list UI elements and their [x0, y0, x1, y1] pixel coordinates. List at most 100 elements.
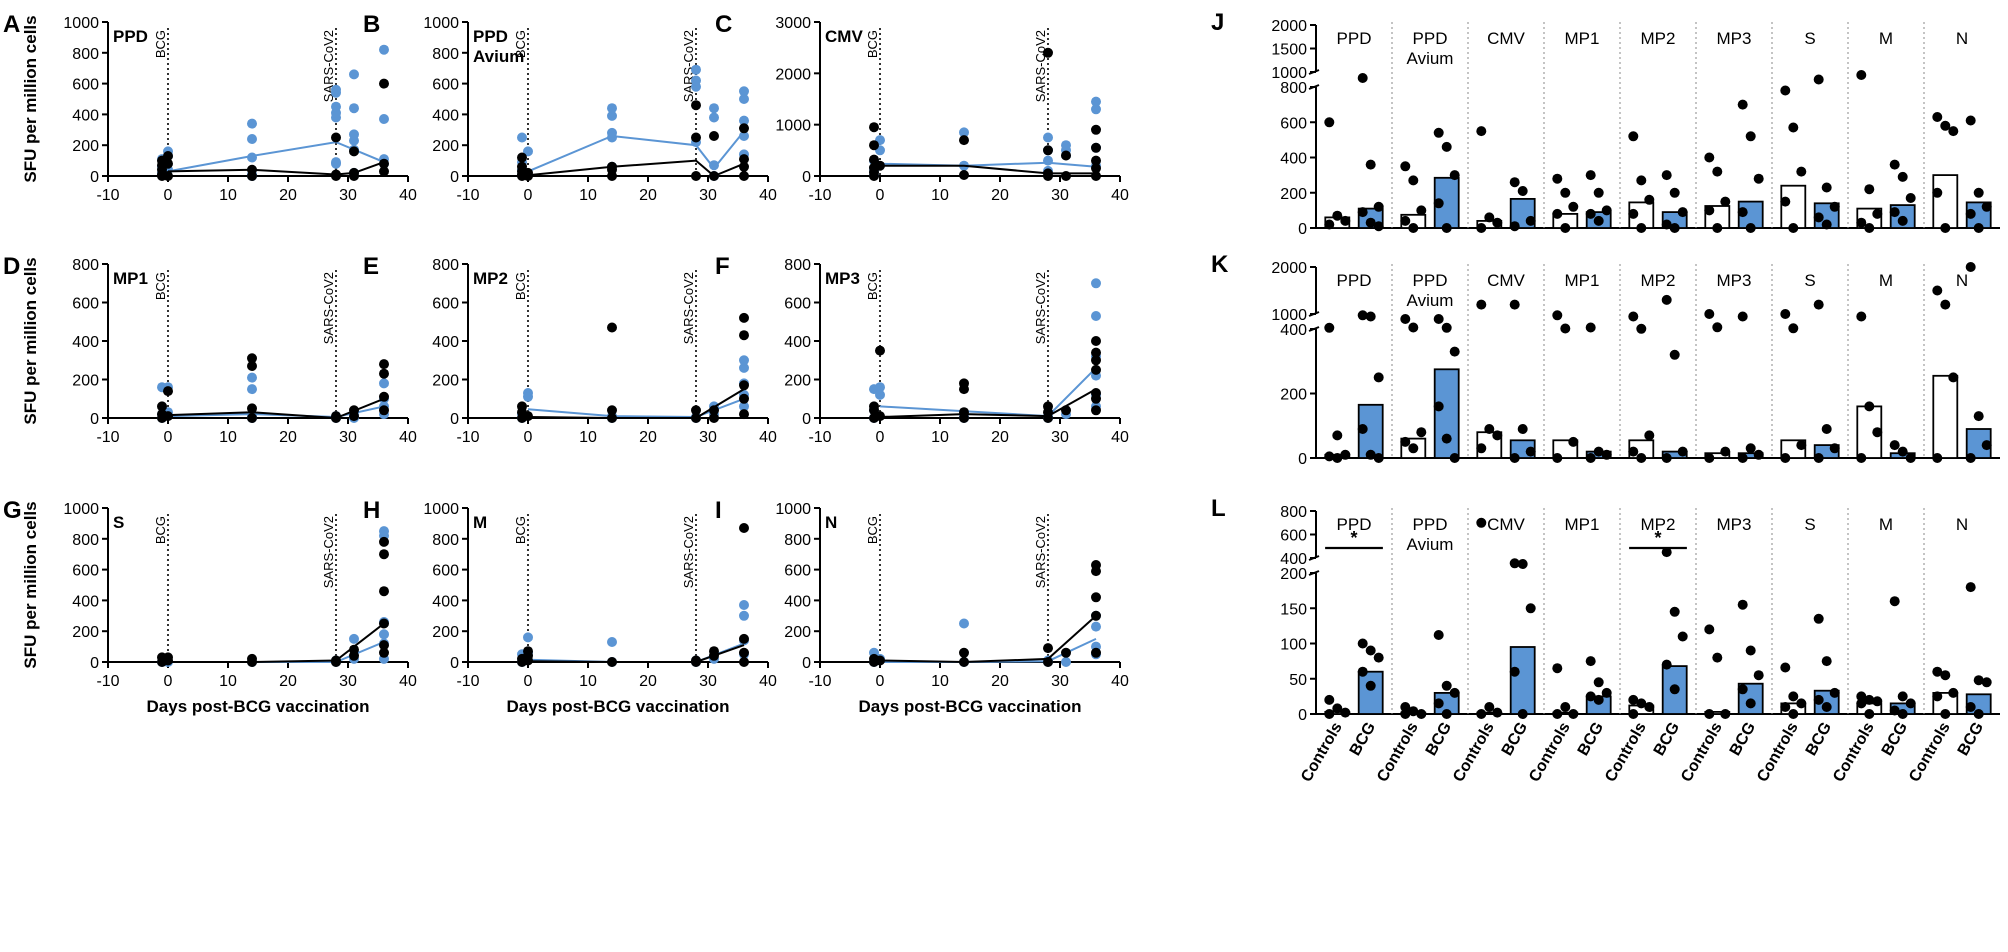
antigen-label: MP2 [1641, 29, 1676, 48]
y-tick-label: 800 [72, 46, 99, 63]
data-point [1332, 430, 1343, 441]
x-tick-label: 0 [524, 673, 533, 690]
data-point [1340, 707, 1351, 718]
data-point [1965, 115, 1976, 126]
data-point [1560, 702, 1571, 712]
data-point [1091, 124, 1101, 135]
y-tick-label: 200 [1280, 186, 1307, 203]
data-point [709, 646, 719, 657]
y-tick-label: 400 [1280, 551, 1307, 568]
data-point [379, 405, 389, 416]
bcg-bar [1433, 368, 1460, 459]
data-point [1704, 453, 1715, 463]
data-point [691, 75, 701, 86]
y-tick-label: 600 [1280, 528, 1307, 545]
data-point [1476, 443, 1487, 454]
panel-letter: G [3, 497, 22, 524]
data-point [163, 652, 173, 663]
y-tick-label: 1000 [1271, 307, 1307, 324]
y-tick-label: 1000 [63, 15, 99, 32]
significance-star: * [1654, 528, 1661, 548]
data-point [1408, 175, 1419, 186]
data-point [875, 382, 885, 393]
y-tick-label: 600 [72, 77, 99, 94]
data-point [959, 378, 969, 389]
y-tick-label: 1000 [775, 118, 811, 135]
data-point [1829, 443, 1840, 454]
data-point [1061, 150, 1071, 161]
mean-line [880, 164, 1096, 175]
data-point [1661, 547, 1672, 558]
data-point [1856, 453, 1867, 463]
antigen-label: N [825, 513, 837, 532]
data-point [1753, 670, 1764, 681]
x-tick-label: 30 [1051, 187, 1069, 204]
y-tick-label: 50 [1289, 672, 1307, 689]
y-tick-label: 0 [90, 411, 99, 428]
data-point [1568, 201, 1579, 212]
data-point [739, 657, 749, 667]
data-point [1509, 221, 1520, 232]
data-point [1889, 159, 1900, 170]
data-point [1636, 175, 1647, 186]
data-point [1780, 85, 1791, 96]
y-tick-label: 1000 [423, 15, 459, 32]
data-point [1593, 215, 1604, 226]
data-point [875, 345, 885, 356]
data-point [1628, 709, 1639, 719]
data-point [1400, 709, 1411, 719]
data-point [1932, 285, 1943, 296]
data-point [1441, 141, 1452, 152]
data-point [1400, 436, 1411, 447]
y-tick-label: 1000 [63, 501, 99, 518]
data-point [1829, 687, 1840, 698]
x-tick-label: -10 [456, 429, 479, 446]
data-point [1357, 73, 1368, 83]
data-point [959, 127, 969, 138]
y-tick-label: 3000 [775, 15, 811, 32]
data-point [1965, 208, 1976, 219]
data-point [1091, 647, 1101, 658]
data-point [1357, 207, 1368, 218]
data-point [1517, 186, 1528, 196]
data-point [1669, 187, 1680, 198]
data-point [1433, 401, 1444, 412]
data-point [1628, 694, 1639, 705]
data-point [1737, 99, 1748, 110]
bcg-bar [1357, 670, 1384, 715]
y-tick-label: 800 [432, 257, 459, 274]
antigen-label: Avium [1407, 535, 1454, 554]
data-point [959, 407, 969, 418]
data-point [1340, 449, 1351, 460]
data-point [1712, 322, 1723, 333]
antigen-label: PPD [1337, 29, 1372, 48]
data-point [1897, 171, 1908, 182]
panel-letter: L [1211, 495, 1226, 522]
group-label: BCG [1575, 720, 1608, 759]
data-point [1636, 453, 1647, 463]
y-tick-label: 100 [1280, 637, 1307, 654]
data-point [1889, 705, 1900, 716]
x-tick-label: -10 [456, 673, 479, 690]
y-tick-label: 200 [784, 624, 811, 641]
antigen-label: S [1804, 271, 1815, 290]
data-point [1745, 443, 1756, 454]
data-point [1585, 453, 1596, 463]
data-point [1449, 170, 1460, 181]
data-point [1091, 142, 1101, 153]
data-point [349, 69, 359, 80]
mean-line [879, 388, 1097, 418]
y-tick-label: 800 [1280, 504, 1307, 521]
data-point [1661, 659, 1672, 670]
data-point [1788, 709, 1799, 719]
y-tick-label: 1500 [1271, 42, 1307, 59]
antigen-label: MP2 [1641, 271, 1676, 290]
antigen-label: PPD [473, 27, 508, 46]
panel-letter: J [1211, 9, 1224, 36]
data-point [1940, 670, 1951, 681]
data-point [869, 122, 879, 133]
